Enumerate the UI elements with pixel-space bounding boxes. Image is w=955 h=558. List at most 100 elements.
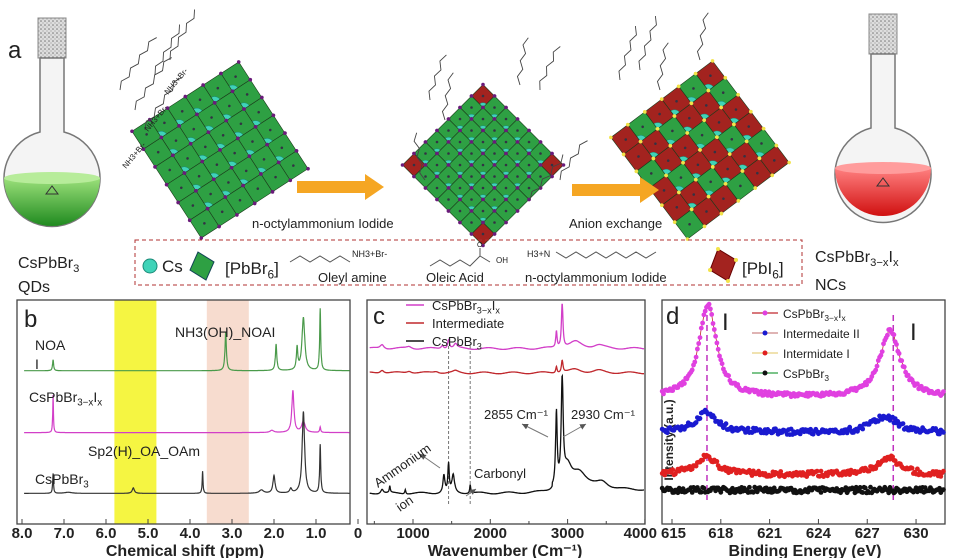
panel-b-label: b xyxy=(24,306,37,333)
xps-series-3 xyxy=(659,484,946,496)
data-point xyxy=(758,388,764,394)
legend-cs: Cs xyxy=(162,257,183,276)
data-point xyxy=(726,373,731,379)
data-point xyxy=(941,487,946,492)
x-tick-label: 5.0 xyxy=(138,525,159,542)
data-point xyxy=(745,425,751,431)
ligand-chain xyxy=(441,72,454,121)
data-point xyxy=(887,485,893,490)
noai-chain-icon xyxy=(555,251,657,259)
x-tick-label: 0 xyxy=(354,525,362,542)
x-tick-label: 4.0 xyxy=(180,525,201,542)
data-point xyxy=(730,485,735,491)
ligand-chain xyxy=(559,140,588,181)
data-point xyxy=(723,421,729,427)
data-point xyxy=(878,352,884,358)
data-point xyxy=(693,463,699,469)
data-point xyxy=(862,485,868,491)
x-tick-label: 4000 xyxy=(624,525,657,542)
ligand-chain xyxy=(516,37,529,86)
xps-series-0 xyxy=(659,301,946,400)
panel-b-nmr-chart: b NOA I CsPbBr3−xIx CsPbBr3 Sp2(H)_OA_OA… xyxy=(12,299,362,558)
data-point xyxy=(896,351,902,356)
data-point xyxy=(860,426,866,432)
data-point xyxy=(698,325,704,331)
data-point xyxy=(711,415,717,420)
arrow-anion-exchange: Anion exchange xyxy=(569,177,662,231)
data-point xyxy=(818,490,824,495)
ligand-chain xyxy=(539,46,561,91)
annotation-2855: 2855 Cm⁻¹ xyxy=(484,407,549,422)
data-point xyxy=(747,484,752,490)
peak-marker-1: I xyxy=(722,309,729,336)
flask-stirbar-icon xyxy=(45,185,59,195)
data-point xyxy=(938,474,944,479)
panel-a-label: a xyxy=(8,37,22,64)
legend-box: Cs [PbBr6] NH3+Br- Oleyl amine O OH Olei… xyxy=(134,239,803,286)
x-tick-label: 615 xyxy=(661,525,686,542)
data-point xyxy=(900,421,906,426)
legend-label: Intermediate xyxy=(432,316,504,331)
panel-d-label: d xyxy=(666,303,679,330)
highlight-band xyxy=(206,300,249,524)
data-point xyxy=(901,364,907,370)
panel-d-ylabel: Intensity (a.u.) xyxy=(662,399,676,480)
x-tick-label: 2.0 xyxy=(264,525,285,542)
legend-label: CsPbBr3 xyxy=(783,367,829,383)
legend-marker xyxy=(762,370,768,376)
legend-label: Intermedaite II xyxy=(783,327,860,341)
series-label-noa-line1: NOA xyxy=(35,337,66,353)
data-point xyxy=(711,327,717,332)
data-point xyxy=(885,332,890,338)
data-point xyxy=(754,489,760,495)
data-point xyxy=(814,468,820,474)
data-point xyxy=(693,420,699,425)
x-tick-label: 2000 xyxy=(474,525,507,542)
data-point xyxy=(857,485,863,490)
x-tick-label: 6.0 xyxy=(96,525,117,542)
data-point xyxy=(689,367,695,373)
data-point xyxy=(693,354,699,360)
annotation-ammonium-line1: Ammonium xyxy=(371,440,433,490)
data-point xyxy=(866,468,872,474)
peak-marker-2: I xyxy=(910,319,917,346)
ligand-chain xyxy=(638,15,657,71)
data-point xyxy=(941,389,946,394)
annotation-2930: 2930 Cm⁻¹ xyxy=(571,407,636,422)
data-point xyxy=(692,359,698,365)
data-point xyxy=(891,332,897,338)
data-point xyxy=(860,490,866,495)
data-point xyxy=(909,465,915,471)
ligand-chain xyxy=(169,9,195,61)
x-tick-label: 627 xyxy=(855,525,880,542)
data-point xyxy=(662,472,668,478)
data-point xyxy=(778,469,784,474)
data-point xyxy=(808,426,813,432)
nmr-trace-0 xyxy=(24,308,350,372)
data-point xyxy=(697,416,703,421)
x-tick-label: 1000 xyxy=(396,525,429,542)
ftir-trace-0 xyxy=(369,303,645,351)
ftir-trace-1 xyxy=(369,359,644,375)
data-point xyxy=(874,363,880,369)
x-tick-label: 618 xyxy=(708,525,733,542)
data-point xyxy=(701,485,707,491)
band-label-sp2: Sp2(H)_OA_OAm xyxy=(88,443,200,459)
data-point xyxy=(700,457,705,463)
data-point xyxy=(868,484,873,490)
panel-a-schematic: a NH3+Br- NH3+Br- NH3+Br- n-octylammonium … xyxy=(3,9,932,296)
x-tick-label: 630 xyxy=(904,525,929,542)
cs-sphere-icon xyxy=(142,258,158,274)
ligand-chain xyxy=(413,132,426,181)
data-point xyxy=(941,430,946,435)
ligand-chain xyxy=(656,42,669,91)
ligand-chain xyxy=(144,77,182,131)
ligand-chain xyxy=(134,57,172,111)
x-tick-label: 624 xyxy=(806,525,832,542)
data-point xyxy=(670,467,676,473)
legend-noai: n-octylammonium Iodide xyxy=(525,270,667,285)
panel-b-frame xyxy=(16,299,351,525)
data-point xyxy=(905,372,911,378)
x-tick-label: 3.0 xyxy=(222,525,243,542)
